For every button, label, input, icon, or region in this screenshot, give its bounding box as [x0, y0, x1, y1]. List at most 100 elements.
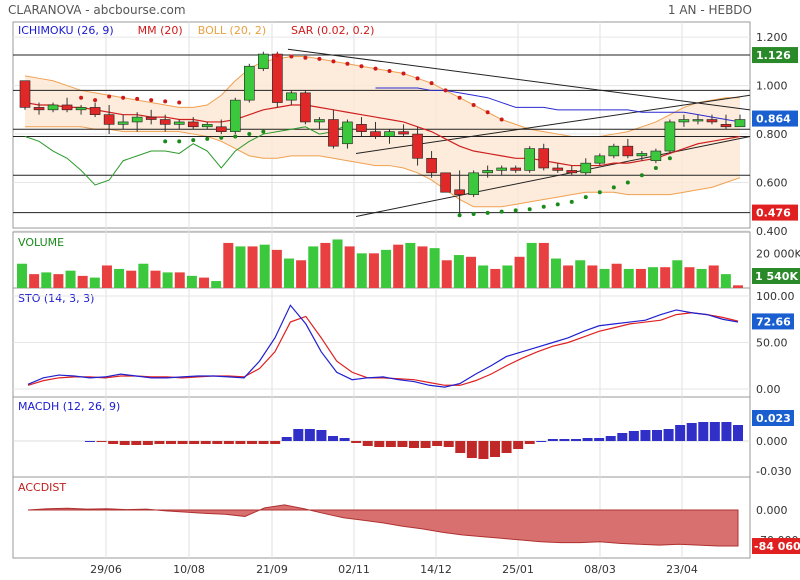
price-axis-tick: 0.600	[756, 177, 788, 190]
volume-bar	[466, 256, 477, 288]
candle-body	[89, 107, 101, 115]
candle-body	[201, 124, 213, 128]
volume-badge-label: 1 540K	[755, 270, 798, 283]
macd-histogram-bar	[582, 438, 593, 441]
volume-bar	[514, 256, 525, 288]
price-badge	[752, 47, 798, 64]
volume-bar	[29, 274, 40, 288]
sar-dot-red	[289, 54, 294, 59]
volume-bar	[441, 260, 452, 288]
macd-panel-label: MACDH (12, 26, 9)	[18, 400, 120, 413]
macd-histogram-bar	[571, 439, 581, 441]
macd-axis-tick: -0.030	[756, 465, 791, 478]
sar-dot-red	[121, 95, 126, 100]
sar-dot-red	[373, 66, 378, 71]
sar-dot-red	[275, 53, 280, 58]
price-legend-item: ICHIMOKU (26, 9)	[18, 24, 114, 37]
candle-body	[524, 148, 536, 171]
volume-bar	[453, 255, 464, 288]
volume-bar	[223, 242, 234, 288]
volume-bar	[247, 246, 258, 288]
volume-bar	[720, 274, 731, 288]
macd-histogram-bar	[733, 425, 743, 441]
sar-dot-green	[583, 195, 588, 200]
volume-bar	[344, 246, 355, 288]
candle-body	[145, 116, 157, 120]
candle-body	[61, 104, 73, 111]
volume-bar	[235, 246, 246, 288]
candle-body	[496, 167, 507, 171]
macd-histogram-bar	[605, 436, 616, 441]
macd-histogram-bar	[131, 441, 142, 445]
candle-body	[580, 162, 592, 174]
volume-bar	[89, 277, 100, 288]
volume-bar	[186, 275, 197, 288]
candle-body	[650, 150, 662, 162]
sar-dot-red	[149, 98, 154, 103]
macd-histogram-bar	[362, 441, 373, 446]
macd-histogram-bar	[119, 441, 130, 445]
candle-body	[566, 170, 578, 174]
candle-body	[622, 145, 634, 157]
candle-body	[468, 172, 479, 195]
volume-bar	[429, 248, 440, 288]
x-tick-label: 25/01	[502, 563, 534, 576]
sar-dot-red	[331, 59, 336, 64]
macd-panel-frame	[12, 396, 751, 478]
candle-body	[258, 53, 269, 69]
volume-bar	[526, 242, 537, 288]
candle-body	[159, 119, 171, 125]
candle-body	[187, 121, 199, 128]
volume-bar	[417, 246, 428, 288]
sar-dot-green	[667, 156, 672, 161]
sto-panel-label: STO (14, 3, 3)	[18, 292, 94, 305]
sar-dot-red	[471, 102, 476, 107]
sar-dot-green	[219, 135, 224, 140]
volume-bar	[575, 260, 586, 288]
macd-histogram-bar	[166, 441, 176, 444]
sar-dot-red	[401, 71, 406, 76]
macd-histogram-bar	[108, 441, 119, 444]
volume-bar	[53, 274, 64, 288]
volume-bar	[623, 268, 634, 288]
price-legend-item: MM (20)	[138, 24, 183, 37]
candle-body	[47, 104, 59, 111]
volume-bar	[405, 242, 416, 288]
volume-bar	[381, 249, 392, 288]
candle-body	[103, 114, 115, 125]
macd-histogram-bar	[594, 438, 605, 441]
ichimoku-chikou-line	[24, 123, 348, 186]
volume-bar	[199, 277, 210, 288]
macd-histogram-bar	[96, 441, 107, 442]
volume-panel-label: VOLUME	[18, 236, 64, 249]
x-tick-label: 02/11	[338, 563, 370, 576]
macd-histogram-bar	[385, 441, 396, 447]
x-tick-label: 08/03	[584, 563, 616, 576]
candle-body	[244, 65, 255, 101]
sar-dot-red	[317, 56, 322, 61]
macd-histogram-bar	[628, 431, 639, 441]
candle-body	[229, 99, 241, 132]
sto-badge-label: 72.66	[756, 315, 791, 328]
candle-body	[454, 189, 465, 195]
volume-bar	[550, 258, 561, 288]
price-axis-tick: 1.200	[756, 31, 788, 44]
volume-bar	[490, 268, 501, 288]
candle-body	[440, 172, 451, 193]
macd-badge	[752, 410, 794, 426]
price-axis-tick: 1.000	[756, 80, 788, 93]
volume-bar	[17, 263, 27, 288]
macd-histogram-bar	[397, 441, 408, 447]
accdist-badge-label: -84 060	[754, 540, 800, 553]
sto-axis-tick: 0.00	[756, 383, 781, 396]
sar-dot-red	[93, 98, 98, 103]
bollinger-lower-line	[25, 126, 741, 208]
macd-histogram-bar	[270, 441, 281, 444]
sar-dot-green	[261, 129, 266, 134]
macd-histogram-bar	[721, 422, 732, 441]
sto-axis-tick: 50.00	[756, 337, 788, 350]
macd-histogram-bar	[351, 441, 362, 443]
volume-bar	[733, 285, 743, 288]
sar-dot-green	[247, 132, 252, 137]
